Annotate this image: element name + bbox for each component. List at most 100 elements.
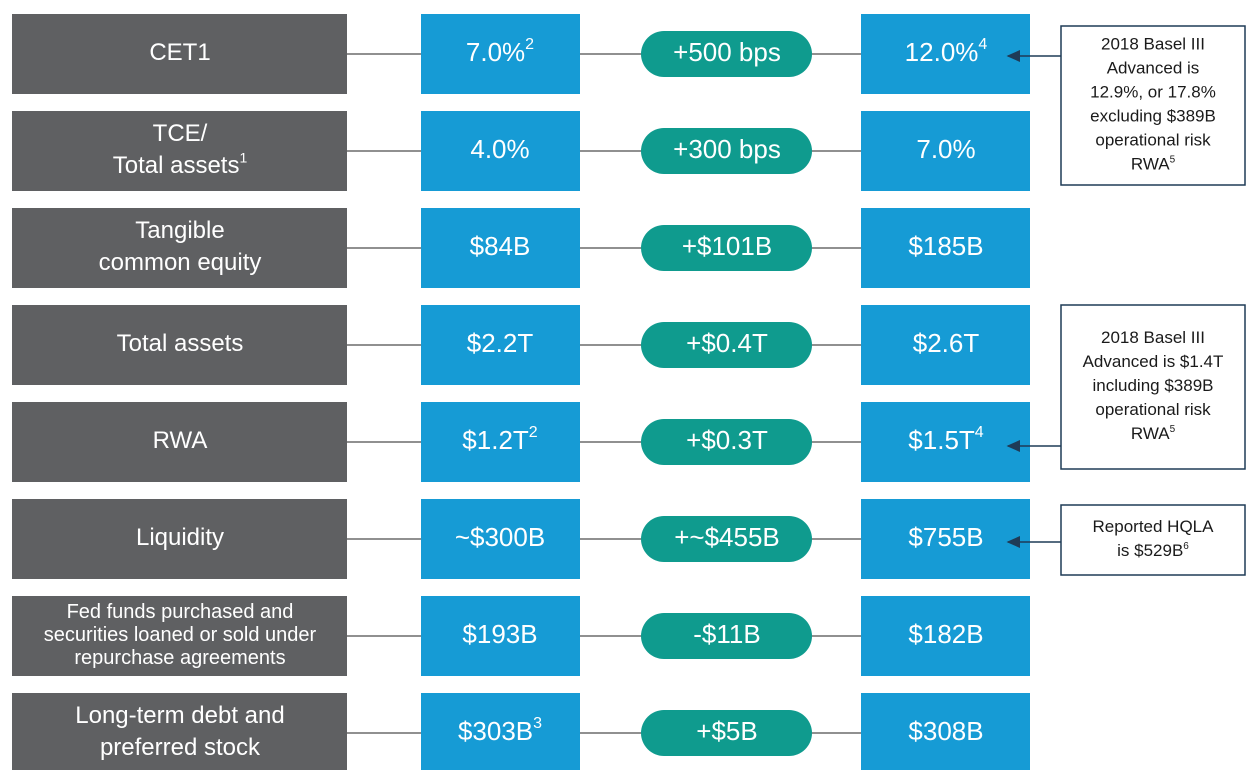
row-label-main: Total assets: [117, 330, 244, 357]
after-value: $182B: [908, 619, 983, 649]
label-box: [12, 499, 347, 579]
note-line: excluding $389B: [1090, 107, 1216, 126]
change-value: +~$455B: [674, 522, 780, 552]
before-value: $303B3: [458, 715, 542, 746]
note-line-main: RWA: [1131, 424, 1170, 443]
change-value-main: -$11B: [693, 619, 760, 649]
after-box: [861, 499, 1030, 579]
change-pill: [641, 516, 812, 562]
before-box: [421, 693, 580, 770]
row-label: CET1: [149, 39, 210, 66]
after-box: [861, 402, 1030, 482]
label-box: [12, 402, 347, 482]
change-value-main: +$5B: [696, 716, 757, 746]
before-box: [421, 208, 580, 288]
note-line-main: operational risk: [1095, 131, 1211, 150]
note-line-main: 2018 Basel III: [1101, 35, 1205, 54]
after-value-main: $185B: [908, 231, 983, 261]
superscript: 2: [529, 424, 538, 441]
superscript: 4: [978, 36, 987, 53]
note: Reported HQLA is $529B6: [1006, 504, 1246, 576]
row-label-main: RWA: [153, 427, 208, 454]
after-box: [861, 596, 1030, 676]
before-value: 7.0%2: [466, 36, 534, 67]
after-value-main: $1.5T: [908, 425, 975, 455]
note-line: 2018 Basel III: [1101, 328, 1205, 347]
note-line: Advanced is $1.4T: [1083, 352, 1224, 371]
after-value-main: $308B: [908, 716, 983, 746]
after-value: $185B: [908, 231, 983, 261]
row-label: repurchase agreements: [74, 647, 285, 669]
superscript: 2: [525, 36, 534, 53]
after-value: $755B: [908, 522, 983, 552]
change-pill: [641, 322, 812, 368]
superscript: 1: [239, 149, 247, 165]
change-value: +$5B: [696, 716, 757, 746]
change-value: +$0.3T: [686, 425, 768, 455]
row-label-main: Liquidity: [136, 524, 224, 551]
note-line-main: is $529B: [1117, 541, 1183, 560]
note-box: [1060, 304, 1246, 470]
row-label-main: TCE/: [153, 120, 208, 147]
after-value: $2.6T: [913, 328, 980, 358]
before-value-main: $2.2T: [467, 328, 534, 358]
label-box: [12, 208, 347, 288]
row: TCE/Total assets1 4.0% +300 bps 7.0%: [12, 111, 1030, 191]
before-value-main: $193B: [462, 619, 537, 649]
change-pill: [641, 419, 812, 465]
note-line: operational risk: [1095, 400, 1211, 419]
row-label: Total assets1: [113, 149, 248, 179]
before-box: [421, 111, 580, 191]
before-value: ~$300B: [455, 522, 545, 552]
superscript: 6: [1183, 541, 1189, 552]
after-box: [861, 305, 1030, 385]
row: CET1 7.0%2 +500 bps 12.0%4: [12, 14, 1030, 94]
after-box: [861, 208, 1030, 288]
change-value-main: +~$455B: [674, 522, 780, 552]
row-label-main: preferred stock: [100, 734, 261, 761]
after-value-main: $755B: [908, 522, 983, 552]
row-label-main: common equity: [99, 249, 262, 276]
note-line-main: including $389B: [1093, 376, 1214, 395]
before-value-main: $84B: [470, 231, 531, 261]
label-box: [12, 111, 347, 191]
superscript: 5: [1170, 154, 1176, 165]
row: RWA $1.2T2 +$0.3T $1.5T4: [12, 402, 1030, 482]
before-value: $84B: [470, 231, 531, 261]
before-value-main: 4.0%: [470, 134, 529, 164]
after-value-main: $182B: [908, 619, 983, 649]
before-value: $1.2T2: [462, 424, 538, 455]
note-line-main: 2018 Basel III: [1101, 328, 1205, 347]
note-line-main: operational risk: [1095, 400, 1211, 419]
change-pill: [641, 225, 812, 271]
after-box: [861, 693, 1030, 770]
note-line-main: Advanced is: [1107, 59, 1200, 78]
note-line: including $389B: [1093, 376, 1214, 395]
row-label-main: securities loaned or sold under: [44, 624, 317, 646]
change-pill: [641, 31, 812, 77]
note: 2018 Basel III Advanced is 12.9%, or 17.8%…: [1006, 25, 1246, 186]
change-pill: [641, 613, 812, 659]
row-label: Total assets: [117, 330, 244, 357]
note-line: is $529B6: [1117, 541, 1189, 561]
row-label: preferred stock: [100, 734, 261, 761]
note-line: 2018 Basel III: [1101, 35, 1205, 54]
note-line: Reported HQLA: [1093, 517, 1215, 536]
change-value: +$101B: [682, 231, 772, 261]
change-value-main: +$101B: [682, 231, 772, 261]
row-label-main: Long-term debt and: [75, 702, 284, 729]
change-value: +300 bps: [673, 134, 781, 164]
change-pill: [641, 128, 812, 174]
before-value-main: ~$300B: [455, 522, 545, 552]
note-line-main: RWA: [1131, 155, 1170, 174]
after-value: 12.0%4: [905, 36, 988, 67]
note-line: 12.9%, or 17.8%: [1090, 83, 1216, 102]
change-value: +500 bps: [673, 37, 781, 67]
note-line-main: Advanced is $1.4T: [1083, 352, 1224, 371]
change-value: +$0.4T: [686, 328, 768, 358]
before-value-main: $303B: [458, 716, 533, 746]
before-box: [421, 402, 580, 482]
superscript: 3: [533, 715, 542, 732]
before-value: 4.0%: [470, 134, 529, 164]
